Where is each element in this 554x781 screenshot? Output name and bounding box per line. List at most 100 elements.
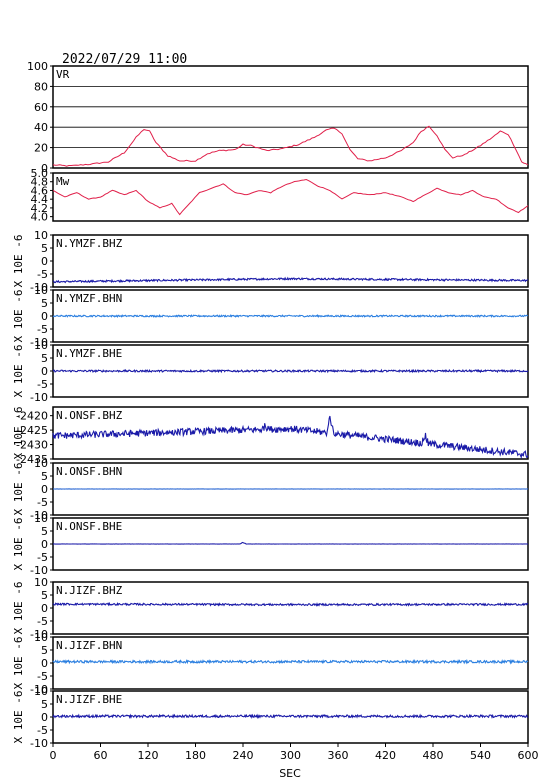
y-tick-label: -10 [30, 336, 48, 349]
panel-label: N.YMZF.BHE [56, 347, 122, 360]
panel-label: N.ONSF.BHZ [56, 409, 123, 422]
series-line-ymzf-bhz [52, 276, 529, 284]
y-tick-label: 0 [41, 538, 48, 551]
y-tick-label: 4.4 [31, 193, 49, 206]
y-tick-label: -5 [37, 496, 48, 509]
series-line-mw [52, 178, 529, 216]
y-tick-label: 5 [41, 470, 48, 483]
panel-label: N.JIZF.BHE [56, 693, 122, 706]
y-tick-label: -10 [30, 391, 48, 404]
y-tick-label: -5 [37, 323, 48, 336]
x-tick-label: 60 [94, 749, 108, 762]
y-tick-label: -2435 [16, 453, 48, 466]
y-axis-label: X 10E -6 [12, 463, 25, 516]
y-tick-label: 20 [34, 142, 48, 155]
y-tick-label: 5 [41, 589, 48, 602]
y-tick-label: 4.6 [31, 184, 49, 197]
x-axis-label: SEC [279, 767, 301, 780]
y-tick-label: -10 [30, 737, 48, 750]
y-tick-label: 0 [41, 711, 48, 724]
y-tick-label: 80 [34, 80, 48, 93]
y-axis-label: X 10E -6 [12, 345, 25, 398]
y-tick-label: 10 [34, 284, 48, 297]
x-tick-label: 480 [423, 749, 444, 762]
y-tick-label: 4.8 [31, 176, 49, 189]
y-axis-label: X 10E -6 [12, 637, 25, 690]
series-line-onsf-bhz [52, 415, 529, 460]
y-tick-label: 100 [27, 60, 48, 73]
y-tick-label: 5.0 [31, 167, 49, 180]
series-line-jizf-bhe [52, 713, 529, 720]
y-tick-label: 0 [41, 310, 48, 323]
y-tick-label: 10 [34, 576, 48, 589]
y-tick-label: -10 [30, 683, 48, 696]
y-tick-label: -5 [37, 551, 48, 564]
y-tick-label: -2420 [16, 410, 48, 423]
series-line-onsf-bhe [53, 541, 529, 545]
panel-frame [52, 172, 529, 222]
panel-label: N.YMZF.BHN [56, 292, 122, 305]
x-tick-label: 600 [518, 749, 539, 762]
panel-label: N.JIZF.BHZ [56, 584, 123, 597]
panel-label: N.ONSF.BHN [56, 465, 122, 478]
y-tick-label: -10 [30, 564, 48, 577]
y-tick-label: 4.0 [31, 211, 49, 224]
y-tick-label: 10 [34, 631, 48, 644]
y-tick-label: -5 [37, 670, 48, 683]
y-tick-label: 10 [34, 339, 48, 352]
y-tick-label: -2425 [16, 424, 48, 437]
y-tick-label: -5 [37, 268, 48, 281]
y-tick-label: 10 [34, 457, 48, 470]
y-tick-label: 0 [41, 365, 48, 378]
y-axis-label: X 10E -6 [12, 582, 25, 635]
y-tick-label: 10 [34, 229, 48, 242]
y-tick-label: -5 [37, 615, 48, 628]
y-tick-label: 5 [41, 352, 48, 365]
y-axis-label: X 10E -6 [12, 518, 25, 571]
panel-label: VR [56, 68, 70, 81]
y-tick-label: 5 [41, 525, 48, 538]
panel-label: Mw [56, 175, 70, 188]
y-tick-label: 0 [41, 602, 48, 615]
y-axis-label: X 10E -6 [12, 407, 25, 460]
y-tick-label: 10 [34, 512, 48, 525]
panel-label: N.JIZF.BHN [56, 639, 122, 652]
panel-mw: 4.04.24.44.64.85.0 Mw [31, 167, 529, 224]
x-tick-label: 120 [138, 749, 159, 762]
y-axis-label: X 10E -6 [12, 691, 25, 744]
panel-vr: 0 20 40 60 80 100 VR [27, 60, 529, 175]
x-tick-label: 420 [375, 749, 396, 762]
y-tick-label: 5 [41, 698, 48, 711]
y-tick-label: 40 [34, 121, 48, 134]
y-axis-label: X 10E -6 [12, 290, 25, 343]
panel-frame [52, 581, 529, 635]
x-tick-label: 360 [328, 749, 349, 762]
y-tick-label: 5 [41, 297, 48, 310]
series-line-ymzf-bhe [52, 368, 529, 374]
y-tick-label: -10 [30, 628, 48, 641]
y-tick-label: 5 [41, 644, 48, 657]
y-tick-label: 10 [34, 685, 48, 698]
panel-label: N.YMZF.BHZ [56, 237, 123, 250]
series-line-ymzf-bhn [52, 313, 529, 319]
y-tick-label: -10 [30, 509, 48, 522]
y-tick-label: -5 [37, 724, 48, 737]
panel-label: N.ONSF.BHE [56, 520, 122, 533]
panel-group: 020406080100VR4.04.24.44.64.85.0Mw-10-50… [12, 60, 529, 750]
y-tick-label: -10 [30, 281, 48, 294]
series-line-vr [52, 125, 529, 167]
y-tick-label: 60 [34, 101, 48, 114]
x-tick-label: 180 [185, 749, 206, 762]
y-axis-label: X 10E -6 [12, 235, 25, 288]
x-tick-label: 0 [50, 749, 57, 762]
